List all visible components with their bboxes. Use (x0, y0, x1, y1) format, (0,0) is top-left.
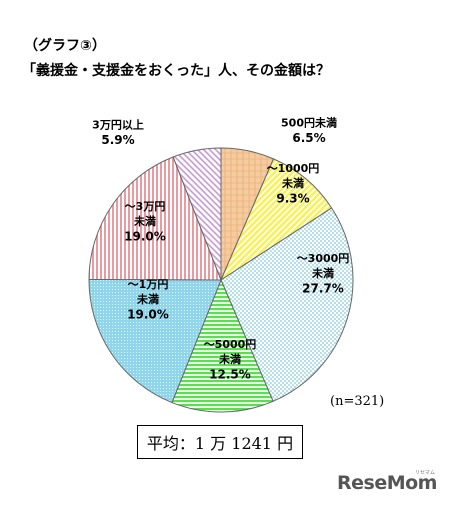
slice-value-label-3: 12.5% (209, 368, 251, 382)
resemom-logo: ReseMom (337, 472, 437, 494)
graph-label: （グラフ③） (24, 38, 106, 54)
sample-size-note: (n=321) (330, 394, 385, 409)
slice-category-label-5: 未満 (133, 214, 156, 228)
slice-category-label-0: 500円未満 (281, 116, 337, 130)
pie-slice-4 (88, 278, 222, 404)
pie-slice-5 (88, 156, 222, 281)
slice-value-label-4: 19.0% (127, 308, 169, 322)
pie-slice-6 (172, 147, 222, 281)
chart-title: 「義援金・支援金をおくった」人、その金額は？ (22, 63, 330, 79)
labels-layer: 500円未満6.5%～1000円未満9.3%～3000円未満27.7%～5000… (92, 116, 349, 382)
pie-slice-1 (219, 158, 333, 282)
pie-slice-2 (220, 207, 354, 402)
slice-category-label-1: ～1000円 (267, 162, 320, 175)
slice-category-label-6: 3万円以上 (92, 118, 144, 132)
slice-category-label-5: ～3万円 (125, 200, 166, 213)
slice-category-label-1: 未満 (281, 176, 304, 190)
slice-value-label-5: 19.0% (124, 230, 166, 244)
slice-category-label-2: 未満 (311, 266, 334, 280)
slice-category-label-4: 未満 (136, 292, 159, 306)
slice-value-label-1: 9.3% (276, 192, 309, 206)
slice-value-label-6: 5.9% (101, 133, 134, 147)
average-amount-text: 平均：1 万 1241 円 (146, 434, 294, 453)
slice-value-label-0: 6.5% (292, 131, 325, 145)
slice-value-label-2: 27.7% (302, 282, 344, 296)
average-amount-box: 平均：1 万 1241 円 (137, 425, 303, 459)
slice-category-label-2: ～3000円 (297, 252, 350, 265)
pie-slice-3 (171, 278, 274, 413)
resemom-logo-small: リセマム (415, 470, 436, 476)
slice-category-label-3: 未満 (218, 352, 241, 366)
slice-category-label-3: ～5000円 (204, 338, 257, 351)
slice-category-label-4: ～1万円 (128, 278, 169, 291)
slices-layer (88, 147, 354, 413)
